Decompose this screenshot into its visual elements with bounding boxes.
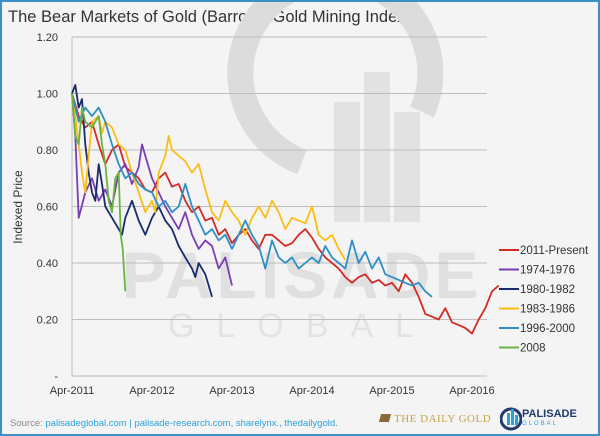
x-tick-label: Apr-2014: [289, 385, 334, 397]
series-line-2008: [71, 93, 127, 292]
daily-gold-logo: THE DAILY GOLD: [378, 413, 492, 425]
x-tick-label: Apr-2013: [209, 385, 254, 397]
x-tick-label: Apr-2016: [449, 385, 494, 397]
legend-label: 1983-1986: [520, 304, 575, 316]
palisade-logo-icon: [500, 407, 522, 431]
watermark-logo-bar: [394, 112, 420, 222]
series-line-2011-present: [71, 93, 500, 335]
legend-label: 1974-1976: [520, 265, 575, 277]
source-text: Source: palisadeglobal.com | palisade-re…: [10, 418, 338, 429]
palisade-logo-subtext: GLOBAL: [522, 421, 559, 427]
y-tick-label: 0.60: [37, 202, 58, 214]
watermark-text: PALISADE: [122, 238, 483, 312]
series-line-1996-2000: [71, 93, 433, 298]
legend-label: 1996-2000: [520, 323, 575, 335]
daily-gold-logo-text: THE DAILY GOLD: [394, 413, 492, 425]
watermark-logo-arc: [227, 2, 444, 175]
x-tick-label: Apr-2011: [50, 385, 94, 397]
legend-label: 2011-Present: [520, 245, 589, 257]
y-tick-label: 0.40: [37, 258, 58, 270]
y-tick-label: 0.20: [37, 315, 58, 327]
palisade-logo-text: PALISADE: [522, 408, 577, 420]
series-line-1983-1986: [71, 93, 347, 261]
y-tick-label: 1.20: [37, 32, 58, 44]
legend-label: 2008: [520, 343, 546, 355]
series-line-1974-1976: [71, 93, 233, 286]
chart-title: The Bear Markets of Gold (Barron's Gold …: [8, 8, 411, 26]
legend-label: 1980-1982: [520, 284, 575, 296]
x-tick-label: Apr-2015: [369, 385, 414, 397]
y-tick-label: -: [54, 371, 58, 383]
source-label: Source:: [10, 418, 46, 429]
x-tick-label: Apr-2012: [129, 385, 174, 397]
y-tick-label: 0.80: [37, 145, 58, 157]
watermark-subtext: GLOBAL: [168, 307, 436, 345]
watermark-logo-bar: [364, 72, 390, 222]
watermark-logo-bar: [334, 102, 360, 222]
y-axis-label: Indexed Price: [11, 170, 25, 244]
source-links[interactable]: palisadeglobal.com | palisade-research.c…: [45, 418, 338, 429]
y-tick-label: 1.00: [37, 89, 58, 101]
gold-bar-icon: [378, 414, 392, 422]
